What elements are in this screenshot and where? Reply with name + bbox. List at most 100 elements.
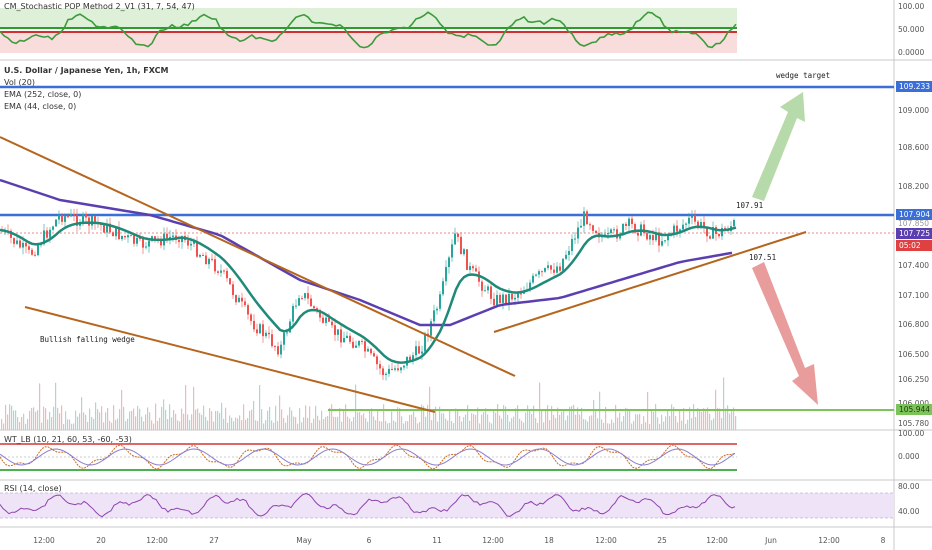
volume-bar — [369, 409, 371, 430]
volume-bar — [403, 423, 405, 430]
ema-44-legend[interactable]: EMA (44, close, 0) — [4, 102, 77, 111]
candle-body — [352, 341, 354, 348]
candle-body — [562, 258, 564, 271]
volume-bar — [543, 422, 545, 430]
volume-bar — [609, 423, 611, 430]
wedge-lower-trendline[interactable] — [24, 306, 436, 413]
volume-bar — [533, 405, 535, 430]
candle-body — [241, 297, 243, 302]
volume-bar — [95, 402, 97, 430]
volume-bar — [627, 408, 629, 430]
candle-body — [535, 274, 537, 276]
volume-bar — [227, 422, 229, 430]
volume-bar — [89, 408, 91, 430]
countdown-tag[interactable]: 05:02 — [896, 240, 932, 251]
volume-bar — [185, 384, 187, 430]
volume-bar — [301, 422, 303, 430]
candle-body — [376, 356, 378, 365]
volume-bar — [169, 404, 171, 430]
volume-bar — [55, 382, 57, 430]
volume-bar — [297, 423, 299, 430]
volume-bar — [551, 406, 553, 430]
ema-252-legend[interactable]: EMA (252, close, 0) — [4, 90, 82, 99]
volume-bar — [67, 419, 69, 430]
volume-bar — [385, 420, 387, 430]
candle-body — [193, 240, 195, 244]
price-tag-109[interactable]: 109.233 — [896, 81, 932, 92]
volume-bar — [417, 423, 419, 430]
volume-bar — [309, 406, 311, 430]
volume-bar — [387, 423, 389, 430]
volume-bar — [489, 422, 491, 430]
candle-body — [460, 236, 462, 255]
volume-bar — [207, 420, 209, 430]
candle-body — [244, 301, 246, 306]
candle-body — [520, 293, 522, 295]
volume-bar — [701, 411, 703, 430]
candle-body — [274, 346, 276, 348]
volume-bar — [43, 406, 45, 430]
time-axis-label: 12:00 — [818, 536, 840, 545]
volume-bar — [419, 422, 421, 430]
price-tag-107-9[interactable]: 107.904 — [896, 209, 932, 220]
rising-support-trendline[interactable] — [493, 231, 807, 333]
volume-bar — [549, 420, 551, 430]
volume-bar — [349, 418, 351, 430]
volume-bar — [381, 421, 383, 430]
wedge-upper-trendline[interactable] — [0, 136, 516, 377]
volume-bar — [127, 418, 129, 430]
candle-body — [709, 236, 711, 239]
candle-body — [424, 333, 426, 352]
price-tag-support[interactable]: 105.944 — [896, 404, 932, 415]
volume-bar — [505, 406, 507, 430]
wt-label[interactable]: WT_LB (10, 21, 60, 53, -60, -53) — [4, 435, 132, 444]
volume-bar — [487, 414, 489, 430]
volume-bar — [325, 416, 327, 430]
candle-body — [331, 321, 333, 326]
candle-body — [217, 271, 219, 273]
volume-bar — [683, 408, 685, 430]
volume-bar — [473, 414, 475, 430]
candle-body — [349, 335, 351, 342]
falling-wedge-note: Bullish falling wedge — [40, 335, 135, 344]
candle-body — [85, 214, 87, 218]
volume-bar — [71, 423, 73, 430]
price-tag-last[interactable]: 107.725 — [896, 228, 932, 239]
volume-bar — [583, 419, 585, 430]
candle-body — [643, 224, 645, 234]
volume-bar — [465, 414, 467, 430]
candle-body — [178, 240, 180, 243]
volume-bar — [711, 420, 713, 430]
volume-bar — [389, 422, 391, 430]
volume-bar — [631, 423, 633, 430]
volume-bar — [601, 419, 603, 430]
volume-bar — [449, 410, 451, 430]
volume-bar — [201, 414, 203, 430]
rsi-label[interactable]: RSI (14, close) — [4, 484, 62, 493]
volume-legend[interactable]: Vol (20) — [4, 78, 35, 87]
candle-body — [268, 332, 270, 335]
volume-bar — [149, 412, 151, 430]
time-axis-label: 12:00 — [706, 536, 728, 545]
candle-body — [619, 234, 621, 239]
volume-bar — [259, 384, 261, 430]
candle-body — [631, 218, 633, 224]
candle-body — [517, 293, 519, 298]
volume-bar — [477, 407, 479, 430]
volume-bar — [203, 405, 205, 430]
candle-body — [322, 317, 324, 323]
volume-bar — [655, 404, 657, 430]
volume-bar — [659, 423, 661, 430]
candle-body — [544, 267, 546, 272]
volume-bar — [521, 420, 523, 430]
volume-bar — [341, 421, 343, 430]
candle-body — [475, 268, 477, 272]
time-axis-label: 12:00 — [482, 536, 504, 545]
candle-body — [334, 325, 336, 335]
symbol-title[interactable]: U.S. Dollar / Japanese Yen, 1h, FXCM — [4, 66, 169, 75]
volume-bar — [191, 414, 193, 430]
volume-bar — [509, 421, 511, 430]
candle-body — [28, 246, 30, 250]
candle-body — [109, 223, 111, 233]
